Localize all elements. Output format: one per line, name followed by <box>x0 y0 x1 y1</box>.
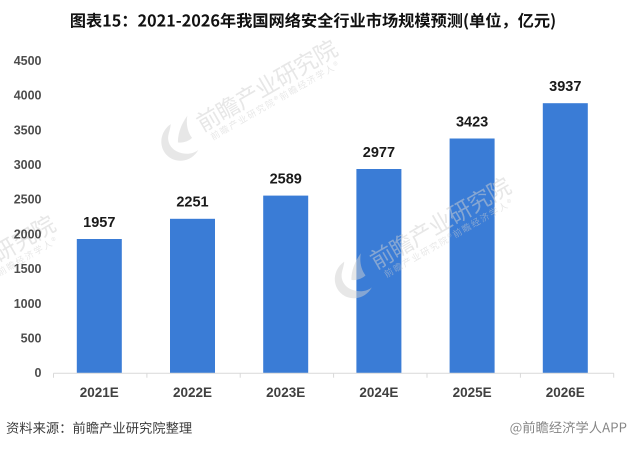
svg-text:1000: 1000 <box>14 297 42 311</box>
svg-text:3000: 3000 <box>14 158 42 172</box>
svg-text:500: 500 <box>21 332 42 346</box>
svg-text:2026E: 2026E <box>546 385 585 400</box>
svg-text:2024E: 2024E <box>359 385 398 400</box>
svg-text:2000: 2000 <box>14 227 42 241</box>
svg-text:1957: 1957 <box>83 215 115 231</box>
svg-text:4500: 4500 <box>14 54 42 68</box>
svg-text:1500: 1500 <box>14 262 42 276</box>
svg-text:2500: 2500 <box>14 193 42 207</box>
svg-text:3937: 3937 <box>549 79 581 95</box>
svg-text:0: 0 <box>35 366 42 380</box>
svg-text:2023E: 2023E <box>266 385 305 400</box>
svg-text:4000: 4000 <box>14 89 42 103</box>
svg-text:2251: 2251 <box>176 195 208 211</box>
svg-text:3500: 3500 <box>14 123 42 137</box>
svg-text:2589: 2589 <box>270 171 302 187</box>
svg-text:2021E: 2021E <box>80 385 119 400</box>
svg-text:2022E: 2022E <box>173 385 212 400</box>
svg-text:2025E: 2025E <box>453 385 492 400</box>
svg-text:2977: 2977 <box>363 145 395 161</box>
svg-text:3423: 3423 <box>456 114 488 130</box>
